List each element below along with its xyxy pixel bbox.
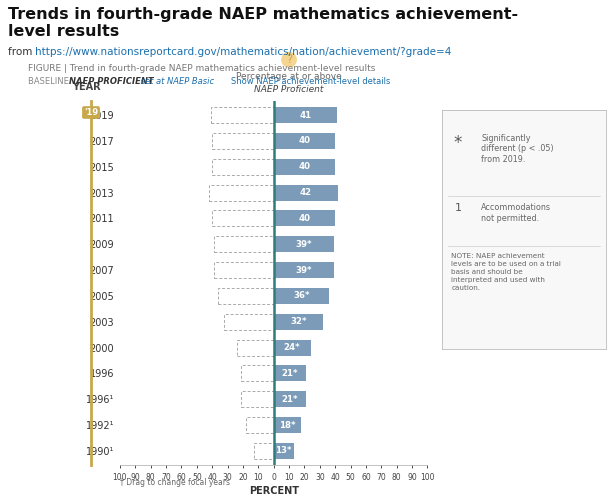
Text: BASELINE:: BASELINE:	[28, 77, 76, 86]
Text: 21*: 21*	[282, 395, 298, 404]
Text: 13*: 13*	[276, 447, 292, 456]
Text: https://www.nationsreportcard.gov/mathematics/nation/achievement/?grade=4: https://www.nationsreportcard.gov/mathem…	[35, 47, 451, 57]
Bar	[274, 314, 323, 330]
Text: Accommodations
not permitted.: Accommodations not permitted.	[481, 203, 551, 223]
Text: Percentage at or above: Percentage at or above	[236, 72, 342, 81]
Text: 24*: 24*	[284, 343, 301, 352]
Text: level results: level results	[8, 24, 119, 39]
Text: *: *	[454, 134, 462, 152]
Text: Show NAEP achievement-level details: Show NAEP achievement-level details	[231, 77, 390, 86]
Text: 42: 42	[300, 188, 312, 197]
Bar	[274, 391, 306, 407]
Text: NOTE: NAEP achievement
levels are to be used on a trial
basis and should be
inte: NOTE: NAEP achievement levels are to be …	[451, 253, 561, 291]
Text: NAEP Proficient: NAEP Proficient	[255, 85, 323, 94]
Text: 18*: 18*	[279, 421, 296, 430]
Bar	[274, 262, 334, 278]
Text: 39*: 39*	[295, 265, 312, 274]
Text: 40: 40	[298, 136, 311, 145]
Bar	[274, 443, 294, 459]
Bar	[274, 417, 301, 433]
Text: 39*: 39*	[295, 240, 312, 249]
Bar	[274, 211, 335, 227]
Text: † Drag to change focal years: † Drag to change focal years	[120, 478, 230, 487]
Text: NAEP PROFICIENT: NAEP PROFICIENT	[69, 77, 154, 86]
Text: ?: ?	[286, 53, 292, 66]
Text: 36*: 36*	[293, 291, 309, 300]
Bar	[274, 133, 335, 149]
X-axis label: PERCENT: PERCENT	[248, 486, 299, 496]
Text: set at NAEP Basic: set at NAEP Basic	[138, 77, 215, 86]
Text: 21*: 21*	[282, 369, 298, 378]
Bar	[274, 107, 337, 123]
Text: 40: 40	[298, 214, 311, 223]
Text: YEAR: YEAR	[72, 82, 101, 92]
Text: 40: 40	[298, 162, 311, 171]
Text: 32*: 32*	[290, 317, 306, 326]
Text: 41: 41	[299, 110, 311, 119]
Text: Significantly
different (p < .05)
from 2019.: Significantly different (p < .05) from 2…	[481, 134, 554, 164]
Text: from: from	[8, 47, 36, 57]
Bar	[274, 236, 334, 252]
Text: '19: '19	[84, 108, 98, 117]
Bar	[274, 288, 329, 304]
Text: Trends in fourth-grade NAEP mathematics achievement-: Trends in fourth-grade NAEP mathematics …	[8, 7, 518, 22]
Bar	[274, 159, 335, 175]
Bar	[274, 365, 306, 381]
Bar	[274, 339, 311, 355]
Bar	[274, 185, 338, 201]
Text: FIGURE | Trend in fourth-grade NAEP mathematics achievement-level results: FIGURE | Trend in fourth-grade NAEP math…	[28, 64, 375, 73]
Text: 1: 1	[454, 203, 461, 213]
